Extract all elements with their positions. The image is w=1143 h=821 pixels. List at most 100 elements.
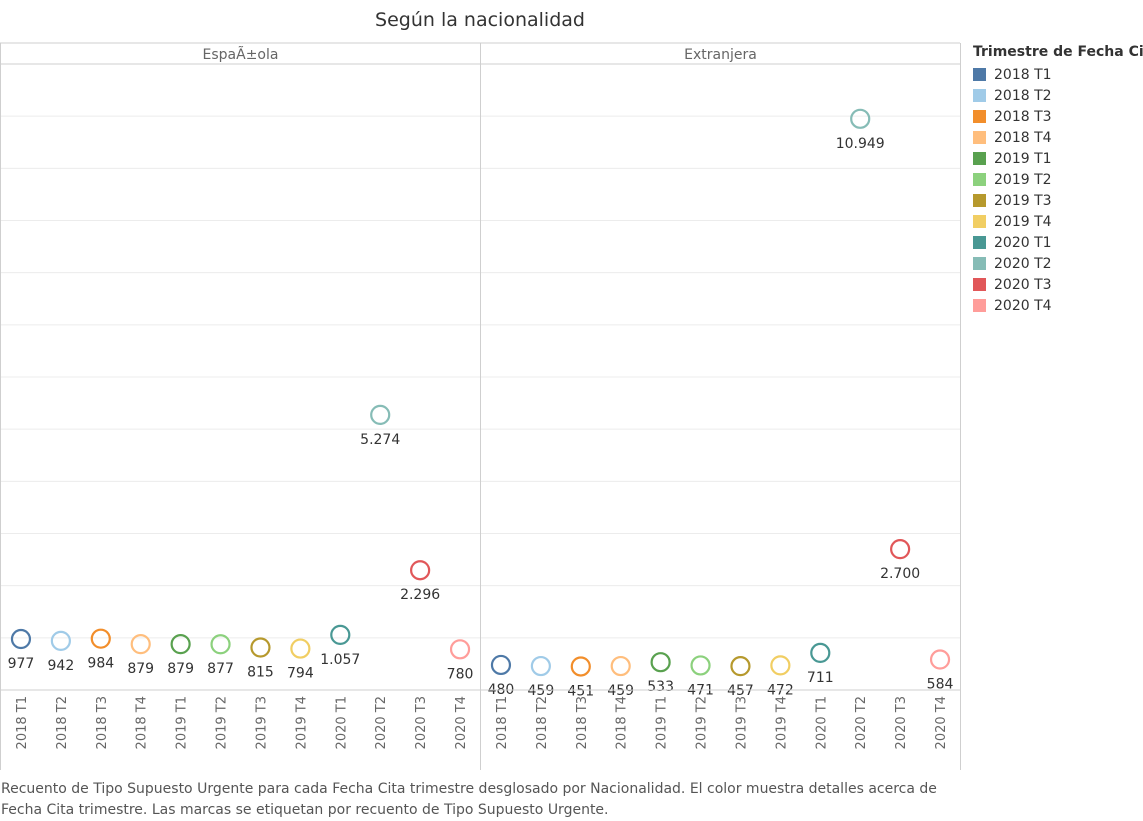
faceted-scatter-plot: EspaÃ±ola 2018 T1 2018 T2 2018 T3 2018 T4 201…	[0, 42, 961, 770]
data-label: 457	[727, 683, 754, 699]
x-tick-label: 2018 T3	[95, 696, 110, 749]
data-point	[490, 654, 512, 676]
legend-label: 2020 T4	[994, 297, 1052, 314]
legend-item[interactable]: 2019 T2	[973, 169, 1143, 190]
legend-item[interactable]: 2018 T4	[973, 127, 1143, 148]
data-label: 5.274	[360, 432, 400, 448]
legend-swatch	[973, 215, 986, 228]
data-label: 2.700	[880, 566, 920, 582]
data-point	[890, 539, 911, 560]
data-label: 451	[567, 683, 594, 699]
legend-swatch	[973, 68, 986, 81]
x-tick-label: 2018 T2	[55, 696, 70, 749]
data-label: 794	[287, 666, 314, 682]
legend-swatch	[973, 194, 986, 207]
legend-swatch	[973, 131, 986, 144]
data-point	[410, 560, 431, 581]
legend-swatch	[973, 110, 986, 123]
data-point	[850, 108, 871, 129]
legend-item[interactable]: 2018 T1	[973, 64, 1143, 85]
data-label: 877	[207, 661, 234, 677]
legend-swatch	[973, 89, 986, 102]
data-point	[449, 639, 471, 660]
legend-item[interactable]: 2018 T2	[973, 85, 1143, 106]
data-point	[170, 634, 191, 655]
data-label: 1.057	[320, 652, 360, 668]
x-tick-label: 2020 T3	[894, 696, 909, 749]
legend-label: 2020 T2	[994, 255, 1052, 272]
legend-item[interactable]: 2020 T1	[973, 232, 1143, 253]
data-point	[530, 655, 551, 677]
legend-swatch	[973, 173, 986, 186]
data-label: 10.949	[836, 136, 885, 152]
x-tick-label: 2019 T1	[655, 696, 670, 749]
legend-label: 2018 T3	[994, 108, 1052, 125]
x-tick-label: 2018 T2	[535, 696, 550, 749]
x-tick-label: 2020 T3	[414, 696, 429, 749]
x-tick-label: 2020 T2	[854, 696, 869, 749]
x-tick-label: 2018 T1	[15, 696, 30, 749]
data-point	[130, 634, 151, 655]
data-label: 2.296	[400, 587, 440, 603]
data-label: 459	[607, 683, 634, 699]
legend-label: 2018 T2	[994, 87, 1052, 104]
data-point	[50, 630, 71, 651]
legend-item[interactable]: 2019 T4	[973, 211, 1143, 232]
x-tick-label: 2018 T3	[575, 696, 590, 749]
data-point	[90, 628, 111, 649]
chart-caption: Recuento de Tipo Supuesto Urgente para c…	[1, 781, 937, 818]
legend-label: 2019 T3	[994, 192, 1052, 209]
x-tick-label: 2019 T2	[695, 696, 710, 749]
data-point	[650, 652, 671, 673]
legend-swatch	[973, 152, 986, 165]
legend-item[interactable]: 2019 T3	[973, 190, 1143, 211]
data-label: 533	[647, 679, 674, 695]
x-tick-label: 2019 T4	[774, 696, 789, 749]
legend-swatch	[973, 299, 986, 312]
x-tick-label: 2018 T4	[135, 696, 150, 749]
legend-item[interactable]: 2018 T3	[973, 106, 1143, 127]
data-point	[770, 655, 791, 676]
data-point	[690, 655, 711, 676]
x-tick-label: 2018 T1	[495, 696, 510, 749]
legend-label: 2020 T1	[994, 234, 1052, 251]
x-tick-label: 2020 T4	[934, 696, 949, 749]
legend-swatch	[973, 257, 986, 270]
data-point	[570, 656, 591, 677]
x-tick-label: 2018 T4	[615, 696, 630, 749]
legend-item[interactable]: 2020 T3	[973, 274, 1143, 295]
data-point	[290, 638, 311, 659]
data-label: 984	[87, 656, 114, 672]
data-label: 879	[167, 661, 194, 677]
legend-swatch	[973, 278, 986, 291]
data-label: 584	[927, 677, 954, 693]
data-point	[210, 634, 231, 655]
data-label: 459	[528, 683, 555, 699]
legend-label: 2020 T3	[994, 276, 1052, 293]
data-point	[610, 655, 631, 677]
legend-title: Trimestre de Fecha Cita	[973, 44, 1143, 60]
data-point	[330, 624, 351, 645]
data-label: 711	[807, 670, 834, 686]
legend: Trimestre de Fecha Cita 2018 T1 2018 T2 20…	[973, 44, 1143, 316]
legend-item[interactable]: 2019 T1	[973, 148, 1143, 169]
legend-item[interactable]: 2020 T2	[973, 253, 1143, 274]
data-label: 942	[48, 658, 75, 674]
legend-label: 2018 T1	[994, 66, 1052, 83]
legend-item[interactable]: 2020 T4	[973, 295, 1143, 316]
x-tick-label: 2020 T2	[374, 696, 389, 749]
data-label: 780	[447, 666, 474, 682]
data-point	[810, 642, 831, 664]
data-point	[929, 649, 951, 670]
data-point	[250, 637, 271, 658]
legend-label: 2018 T4	[994, 129, 1052, 146]
legend-label: 2019 T1	[994, 150, 1052, 167]
data-point	[370, 404, 391, 425]
x-tick-label: 2019 T2	[215, 696, 230, 749]
panel-header: EspaÃ±ola	[203, 46, 279, 63]
x-tick-label: 2019 T1	[175, 696, 190, 749]
x-tick-label: 2019 T3	[734, 696, 749, 749]
legend-items: 2018 T1 2018 T2 2018 T3 2018 T4 2019 T1 2019 …	[973, 64, 1143, 316]
panel-header: Extranjera	[684, 47, 757, 63]
data-point	[730, 656, 751, 677]
